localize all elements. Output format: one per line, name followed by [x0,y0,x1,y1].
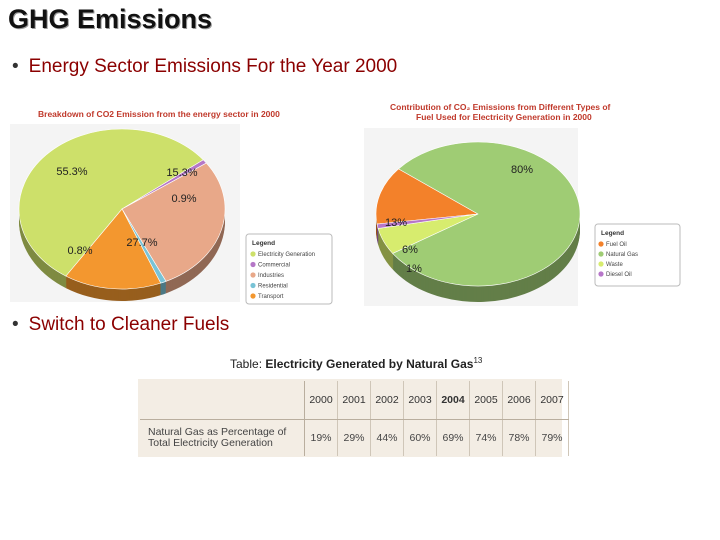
table-header-cell: 2007 [535,381,569,420]
table-header-cell: 2006 [502,381,536,420]
pie2-legend-box [594,223,681,287]
table-cell: 60% [403,419,437,456]
pie1-legend-label: Transport [258,294,284,300]
fuel-contribution-pie-chart: Contribution of CO₂ Emissions from Diffe… [364,102,681,306]
pie1-slice-label: 55.3% [56,166,87,178]
energy-sector-pie-chart: Breakdown of CO2 Emission from the energ… [10,109,333,305]
pie2-legend-swatch [598,261,604,267]
pie1-legend-swatch [250,261,256,268]
bullet-text: Energy Sector Emissions For the Year 200… [28,56,398,77]
natural-gas-table: 2000 2001 2002 2003 2004 2005 2006 2007 Natural… [140,381,569,456]
pie1-legend-swatch [250,272,256,278]
pie2-title-line1: Contribution of CO₂ Emissions from Diffe… [390,102,611,112]
pie2-slice-label: 1% [406,263,422,275]
pie2-legend-label: Diesel Oil [606,272,632,278]
pie1-slice [65,208,162,290]
pie2-legend-label: Waste [606,262,623,268]
pie1-legend-box [245,233,333,305]
pie2-slice [375,168,479,225]
table-header-cell: 2003 [403,381,437,420]
pie2-slice [392,141,581,287]
pie1-legend-swatch [250,293,256,299]
pie2-legend-swatch [598,251,604,257]
table-header-cell: 2000 [304,381,338,420]
pie1-slice-label: 27.7% [126,237,157,249]
table-cell: 78% [502,419,536,456]
table-row-label: Natural Gas as Percentage of Total Electr… [140,419,305,456]
slide-title: GHG Emissions [8,4,213,34]
pie1-labels: 55.3% 0.8% 27.7% 0.9% 15.3% [56,166,197,257]
pie1-legend-title: Legend [252,240,275,247]
pie1-slice-label: 0.9% [171,193,196,205]
pie2-slices [375,141,581,302]
table-cell: 79% [535,419,569,456]
table-header-cell: 2002 [370,381,404,420]
pie2-title-line2: Fuel Used for Electricity Generation in … [416,112,592,122]
table-header-row: 2000 2001 2002 2003 2004 2005 2006 2007 [140,381,569,420]
pie2-slice-label: 80% [511,164,533,176]
pie1-slice-label: 15.3% [166,167,197,179]
pie1-title: Breakdown of CO2 Emission from the energ… [38,109,280,119]
pie2-labels: 13% 80% 6% 1% [385,164,533,275]
pie2-slice-label: 6% [402,244,418,256]
table-cell: 19% [304,419,338,456]
pie1-legend-label: Industries [258,273,284,279]
pie2-legend: Legend Fuel Oil Natural Gas Waste Diesel Oi… [594,223,681,287]
table-title: Table: Electricity Generated by Natural … [230,356,483,371]
pie2-legend-label: Fuel Oil [606,242,627,248]
pie2-slice [376,213,479,229]
pie1-legend: Legend Electricity Generation Commercial I… [245,233,333,305]
table-row: Natural Gas as Percentage of Total Electr… [140,419,569,456]
table-header-cell: 2004 [436,381,470,420]
pie1-slice [121,162,226,282]
table-cell: 44% [370,419,404,456]
pie1-slices [18,128,226,301]
table-cell: 69% [436,419,470,456]
table-header-cell: 2001 [337,381,371,420]
table-cell: 29% [337,419,371,456]
table-corner-cell [140,381,305,420]
pie2-legend-swatch [598,241,604,247]
pie2-slice-label: 13% [385,217,407,229]
pie1-legend-label: Commercial [258,263,290,269]
pie1-legend-swatch [250,251,256,257]
bullet-dot-icon: • [12,56,19,77]
table-header-cell: 2005 [469,381,503,420]
bullet-energy-sector: • Energy Sector Emissions For the Year 20… [12,56,397,78]
pie1-slice [18,128,204,277]
pie2-legend-swatch [598,271,604,277]
bullet-text: Switch to Cleaner Fuels [28,314,230,335]
bullet-dot-icon: • [12,314,19,335]
table-cell: 74% [469,419,503,456]
pie2-legend-label: Natural Gas [606,252,638,258]
bullet-cleaner-fuels: • Switch to Cleaner Fuels [12,314,229,336]
pie1-legend-label: Residential [258,284,288,290]
pie1-slice-label: 0.8% [67,245,92,257]
pie1-legend-label: Electricity Generation [258,252,315,258]
pie1-legend-swatch [250,282,256,289]
pie2-legend-title: Legend [601,230,624,237]
